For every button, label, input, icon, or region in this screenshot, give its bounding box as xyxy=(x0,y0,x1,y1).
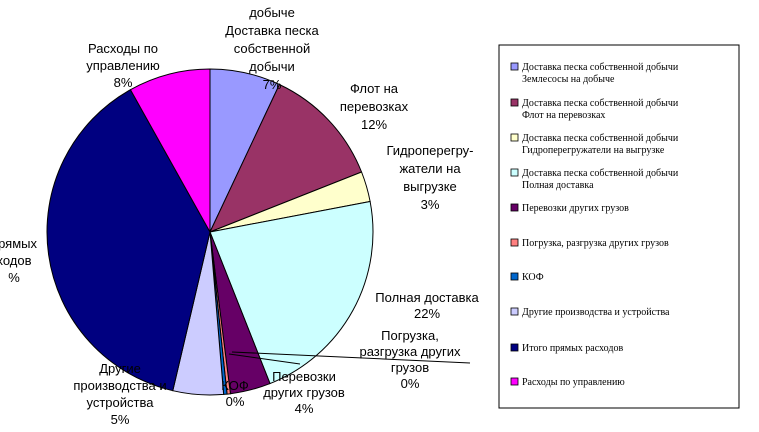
slice-label: Погрузка, разгрузка других грузов 0% xyxy=(359,328,461,391)
pie-slices xyxy=(46,68,374,396)
legend-entry-line: Гидроперегружатели на выгрузке xyxy=(522,145,665,156)
legend-entry-line: Перевозки других грузов xyxy=(522,203,629,214)
slice-label-line: 3% xyxy=(421,197,440,212)
slice-label: Гидроперегру-жатели на выгрузке 3% xyxy=(386,143,473,212)
legend-entry-line: Флот на перевозках xyxy=(522,110,605,121)
legend-swatch xyxy=(510,133,519,142)
slice-label-line: Полная доставка xyxy=(375,290,479,305)
slice-label-line: выгрузке xyxy=(403,179,457,194)
legend-swatch xyxy=(510,272,519,281)
legend-entry-line: КОФ xyxy=(522,272,544,283)
slice-label-line: 7% xyxy=(263,77,282,92)
slice-label-line: управлению xyxy=(86,58,160,73)
slice-label: КОФ 0% xyxy=(221,378,249,409)
slice-label-line: ходов xyxy=(0,253,32,268)
slice-label-line: грузов xyxy=(391,360,429,375)
legend-entry-line: Другие производства и устройства xyxy=(522,307,670,318)
slice-label-line: Погрузка, xyxy=(381,328,439,343)
leader-lines xyxy=(228,351,471,365)
slice-label-line: 8% xyxy=(114,75,133,90)
slice-label: Другие производства и устройства 5% xyxy=(73,361,166,427)
legend-entry-line: Доставка песка собственной добычи xyxy=(522,133,679,144)
legend-swatch xyxy=(510,238,519,247)
pie-slice xyxy=(209,83,363,233)
slice-label-line: 4% xyxy=(295,401,314,416)
slice-label: Полная доставка 22% xyxy=(375,290,479,321)
slice-label-line: Перевозки xyxy=(272,369,336,384)
legend-entry: Погрузка, разгрузка других грузов xyxy=(522,238,669,249)
legend-box xyxy=(498,44,740,409)
pie-slice xyxy=(209,200,374,385)
slice-label-line: собственной xyxy=(234,41,310,56)
legend-entry: Доставка песка собственной добычи Полная … xyxy=(522,168,679,191)
legend-entry-line: Итого прямых расходов xyxy=(522,343,623,354)
legend-entry-line: Погрузка, разгрузка других грузов xyxy=(522,238,669,249)
slice-label-line: Другие xyxy=(99,361,141,376)
slice-label-line: устройства xyxy=(87,395,155,410)
slice-label-line: 5% xyxy=(111,412,130,427)
legend-swatch xyxy=(510,343,519,352)
legend-entry: Перевозки других грузов xyxy=(522,203,629,214)
slice-label-line: Флот на xyxy=(350,81,399,96)
slice-label-line: 12% xyxy=(361,117,387,132)
slice-label-line: добыче xyxy=(249,5,295,20)
slice-label-line: жатели на xyxy=(399,161,461,176)
slice-label-line: добычи xyxy=(249,59,295,74)
slice-label-line: 0% xyxy=(226,394,245,409)
slice-label-line: КОФ xyxy=(221,378,249,393)
legend-swatch xyxy=(510,62,519,71)
legend-entry-line: Доставка песка собственной добычи xyxy=(522,168,679,179)
slice-label-line: производства и xyxy=(73,378,166,393)
legend-entry: Доставка песка собственной добычи Землесо… xyxy=(522,62,679,85)
legend-entry-line: Доставка песка собственной добычи xyxy=(522,62,679,73)
legend-entry: Доставка песка собственной добычи Флот на… xyxy=(522,98,679,121)
slice-label: Перевозки других грузов 4% xyxy=(263,369,345,416)
legend-entry-line: Полная доставка xyxy=(522,180,594,191)
slice-label-line: перевозках xyxy=(340,99,409,114)
slice-label-line: 0% xyxy=(401,376,420,391)
slice-label-line: Гидроперегру- xyxy=(386,143,473,158)
legend-entry: Итого прямых расходов xyxy=(522,343,623,354)
legend-entry-line: Доставка песка собственной добычи xyxy=(522,98,679,109)
slice-label: прямых ходов% xyxy=(0,236,37,285)
slice-label-line: 22% xyxy=(414,306,440,321)
slice-label: Флот на перевозках 12% xyxy=(340,81,409,132)
legend-entry: Расходы по управлению xyxy=(522,377,625,388)
slice-label-line: Расходы по xyxy=(88,41,158,56)
slice-label: Расходы по управлению 8% xyxy=(86,41,160,90)
legend-swatch xyxy=(510,203,519,212)
slice-label-line: разгрузка других xyxy=(359,344,461,359)
legend-swatch xyxy=(510,307,519,316)
legend-swatch xyxy=(510,98,519,107)
pie-slice xyxy=(129,68,211,234)
leader-line xyxy=(228,353,301,365)
legend-entry-line: Расходы по управлению xyxy=(522,377,625,388)
legend-entry: Доставка песка собственной добычи Гидропе… xyxy=(522,133,679,156)
slice-labels: добыче Доставка песка собственной добычи 7% Ф… xyxy=(0,5,479,427)
legend-entry: Другие производства и устройства xyxy=(522,307,670,318)
leader-line xyxy=(231,351,471,364)
slice-label: добыче Доставка песка собственной добычи 7% xyxy=(225,5,319,92)
slice-label-line: % xyxy=(8,270,20,285)
slice-label-line: других грузов xyxy=(263,385,345,400)
slice-label-line: Доставка песка xyxy=(225,23,319,38)
legend-swatch xyxy=(510,377,519,386)
legend: Доставка песка собственной добычи Землесо… xyxy=(498,44,740,409)
pie-slice xyxy=(46,89,211,392)
slice-label-line: прямых xyxy=(0,236,37,251)
legend-entry-line: Землесосы на добыче xyxy=(522,74,615,85)
legend-swatch xyxy=(510,168,519,177)
legend-entry: КОФ xyxy=(522,272,544,283)
